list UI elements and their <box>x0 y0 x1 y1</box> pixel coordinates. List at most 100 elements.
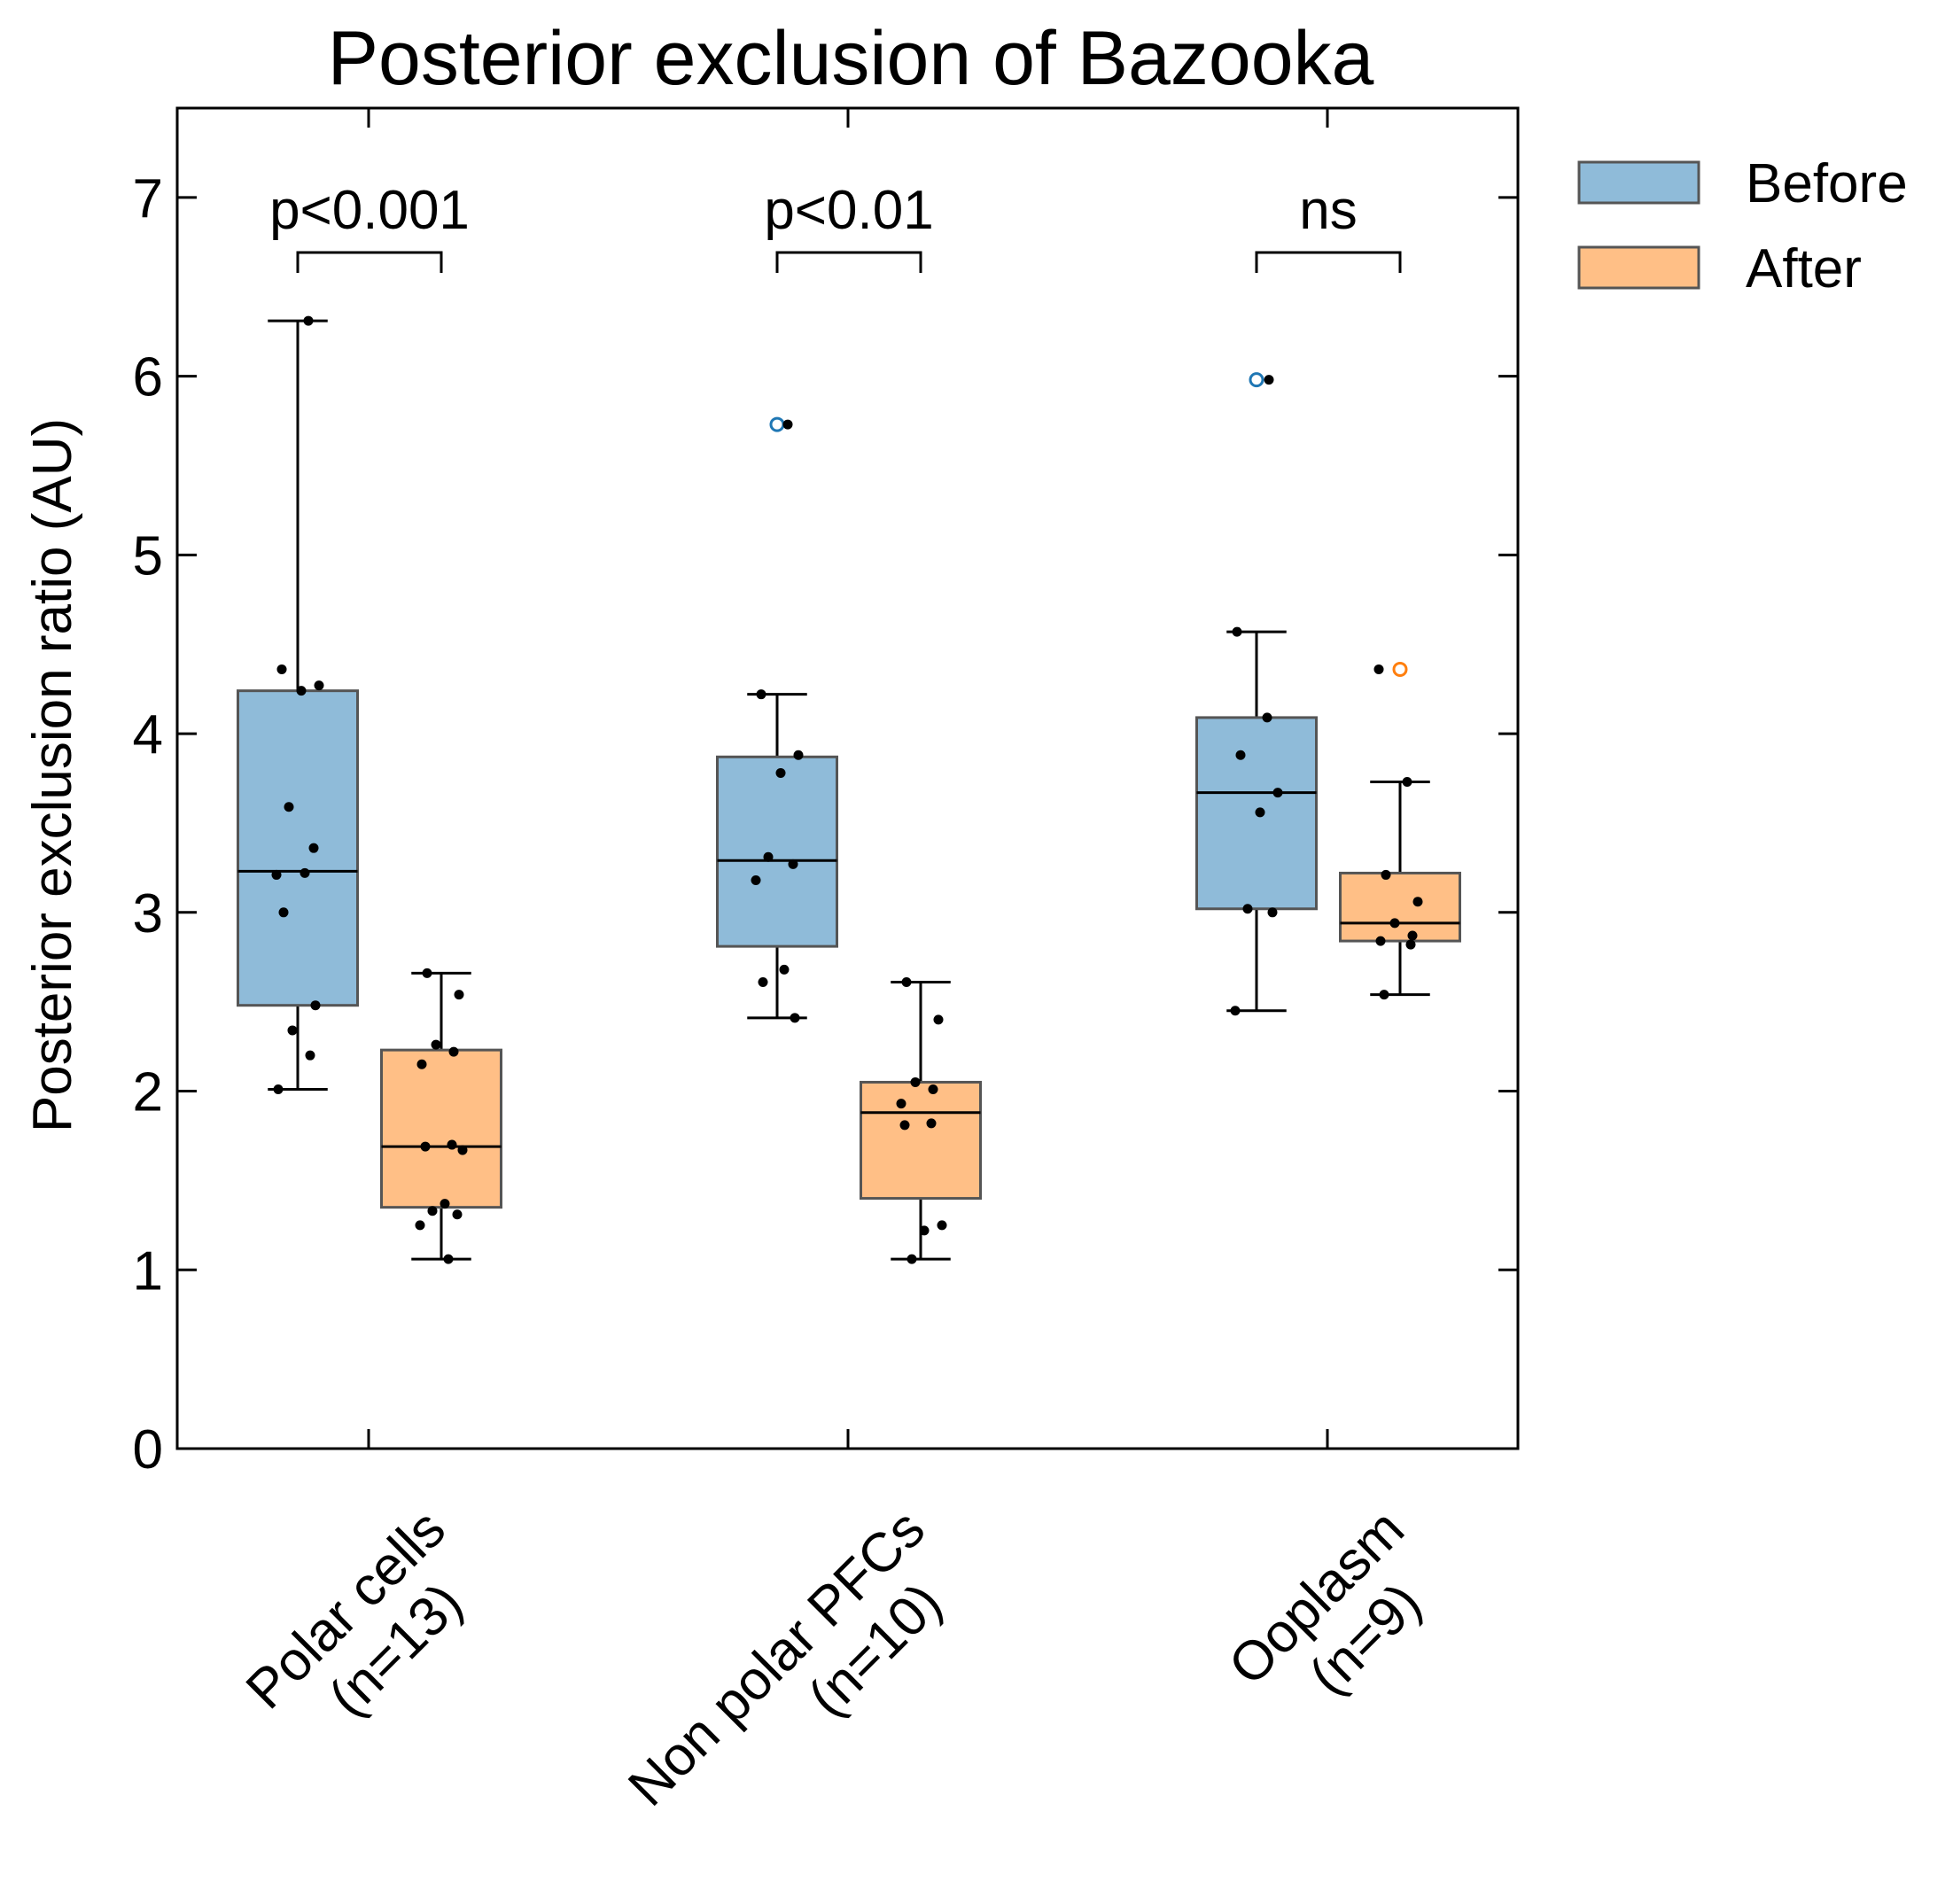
significance-bracket <box>296 251 443 273</box>
data-point <box>1232 626 1242 637</box>
data-point <box>756 689 766 700</box>
data-point <box>1373 664 1384 674</box>
legend: Before After <box>1577 153 1908 299</box>
y-tick-label: 3 <box>133 883 163 944</box>
data-point <box>928 1084 938 1095</box>
data-point <box>790 1013 800 1023</box>
box-after <box>1339 871 1461 943</box>
y-tick-label: 7 <box>133 168 163 229</box>
significance-bracket <box>1255 251 1402 273</box>
data-point <box>1375 936 1386 946</box>
data-point <box>454 990 464 1000</box>
significance-label: p<0.01 <box>764 180 933 241</box>
data-point <box>1264 375 1274 385</box>
data-point <box>901 976 912 987</box>
x-category-label: Ooplasm(n=9) <box>1218 1498 1433 1706</box>
data-point <box>793 750 804 760</box>
boxes-layer <box>237 319 1461 1261</box>
significance-bracket <box>775 251 922 273</box>
data-point <box>273 1084 284 1095</box>
data-point <box>1389 918 1400 929</box>
data-point <box>751 874 761 885</box>
outlier-marker <box>769 416 785 432</box>
box-before <box>237 689 359 1007</box>
data-point <box>1379 990 1389 1000</box>
x-category-label: Non polar PFCs(n=10) <box>617 1498 953 1818</box>
data-point <box>1242 904 1253 914</box>
data-point <box>420 1141 431 1152</box>
y-tick-label: 5 <box>133 525 163 587</box>
significance-layer: p<0.001 p<0.01 ns <box>269 180 1402 273</box>
x-axis: Polar cells(n=13) Non polar PFCs(n=10) Oop… <box>235 108 1433 1818</box>
data-point <box>1402 777 1412 788</box>
y-tick-label: 1 <box>133 1240 163 1302</box>
data-point <box>782 419 793 430</box>
data-point <box>1272 788 1283 798</box>
points-layer <box>271 315 1423 1264</box>
data-point <box>1381 869 1391 880</box>
data-point <box>314 680 324 691</box>
data-point <box>933 1014 944 1025</box>
data-point <box>305 1050 315 1061</box>
data-point <box>271 869 282 880</box>
legend-label-before: Before <box>1746 153 1908 214</box>
data-point <box>287 1025 298 1036</box>
data-point <box>763 851 774 862</box>
data-point <box>1405 939 1416 950</box>
box-after <box>380 1048 502 1209</box>
data-point <box>919 1225 930 1236</box>
data-point <box>779 964 790 975</box>
data-point <box>926 1118 937 1129</box>
data-point <box>440 1199 450 1209</box>
y-axis-label: Posterior exclusion ratio (AU) <box>22 418 83 1132</box>
data-point <box>284 802 294 812</box>
legend-swatch-after <box>1577 245 1700 290</box>
data-point <box>427 1206 438 1216</box>
box-before <box>716 755 838 948</box>
data-point <box>1230 1006 1241 1016</box>
data-point <box>296 686 307 696</box>
y-tick-label: 2 <box>133 1062 163 1123</box>
y-tick-label: 6 <box>133 347 163 408</box>
significance-label: ns <box>1299 180 1357 241</box>
data-point <box>896 1099 906 1109</box>
data-point <box>300 867 310 878</box>
legend-label-after: After <box>1746 238 1862 299</box>
data-point <box>906 1254 917 1264</box>
data-point <box>758 976 768 987</box>
data-point <box>447 1139 457 1150</box>
y-tick-label: 4 <box>133 704 163 765</box>
data-point <box>457 1145 468 1155</box>
data-point <box>422 968 432 978</box>
data-point <box>448 1046 459 1057</box>
data-point <box>415 1220 425 1231</box>
data-point <box>443 1254 454 1264</box>
y-tick-label: 0 <box>133 1419 163 1480</box>
x-category-label: Polar cells(n=13) <box>235 1498 474 1728</box>
data-point <box>276 664 287 674</box>
data-point <box>310 1000 321 1011</box>
data-point <box>1267 907 1278 918</box>
outlier-marker <box>1249 372 1264 388</box>
outlier-marker <box>1392 661 1408 677</box>
data-point <box>1255 807 1265 818</box>
data-point <box>937 1220 947 1231</box>
data-point <box>1235 750 1246 760</box>
data-point <box>1407 930 1418 941</box>
data-point <box>775 767 786 778</box>
data-point <box>308 843 319 853</box>
data-point <box>899 1120 910 1131</box>
box-after <box>860 1080 982 1201</box>
data-point <box>1412 897 1423 907</box>
chart-title: Posterior exclusion of Bazooka <box>328 16 1374 101</box>
data-point <box>452 1209 463 1220</box>
data-point <box>1262 712 1272 723</box>
legend-swatch-before <box>1577 160 1700 205</box>
significance-label: p<0.001 <box>269 180 470 241</box>
data-point <box>431 1039 441 1050</box>
data-point <box>788 859 798 869</box>
y-axis: 0 1 2 3 4 5 6 7 <box>133 168 1518 1480</box>
data-point <box>303 315 314 326</box>
data-point <box>416 1059 427 1069</box>
